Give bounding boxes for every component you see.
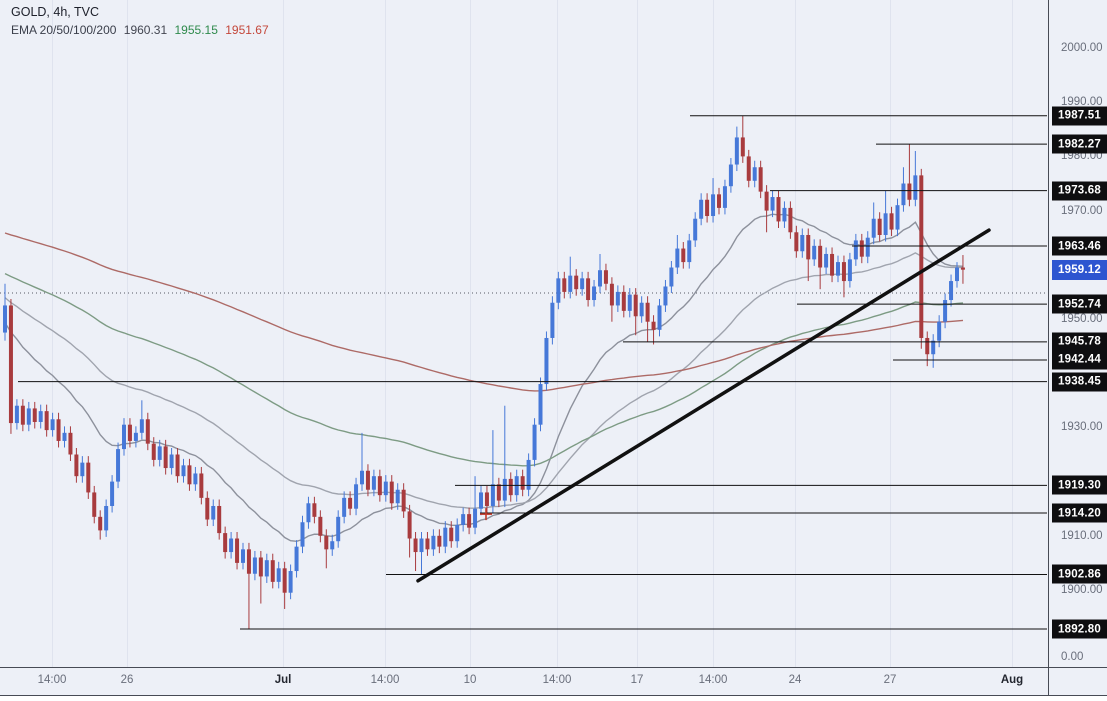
- price-tick-1970.00: 1970.00: [1061, 204, 1103, 217]
- price-tick-zero: 0.00: [1061, 651, 1084, 663]
- time-label-Aug: Aug: [1000, 674, 1024, 686]
- price-axis-separator: [1048, 0, 1049, 696]
- plot-area[interactable]: [0, 0, 1047, 667]
- time-label-17: 17: [630, 674, 644, 686]
- price-level-badge-1987.51: 1987.51: [1052, 106, 1107, 126]
- ema-value-2: 1955.15: [174, 23, 218, 37]
- price-level-badge-1942.44: 1942.44: [1052, 350, 1107, 370]
- price-tick-1990.00: 1990.00: [1061, 96, 1103, 109]
- symbol-title[interactable]: GOLD, 4h, TVC: [11, 5, 99, 19]
- time-label-24: 24: [788, 674, 802, 686]
- horizontal-level-lines[interactable]: [18, 115, 1047, 630]
- price-level-badge-1973.68: 1973.68: [1052, 181, 1107, 201]
- ema-indicator-legend[interactable]: EMA 20/50/100/200 1960.31 1955.15 1951.6…: [11, 22, 273, 39]
- ema-50-line: [4, 252, 964, 509]
- time-label-10: 10: [463, 674, 477, 686]
- time-label-14:00: 14:00: [370, 674, 400, 686]
- time-label-27: 27: [883, 674, 897, 686]
- ema-value-1: 1960.31: [123, 23, 168, 37]
- candles: [3, 115, 965, 630]
- price-level-badge-1902.86: 1902.86: [1052, 564, 1107, 584]
- time-axis-separator: [0, 667, 1107, 668]
- price-tick-1930.00: 1930.00: [1061, 421, 1103, 434]
- price-level-badge-1963.46: 1963.46: [1052, 236, 1107, 256]
- time-label-14:00: 14:00: [698, 674, 728, 686]
- ema-20-line: [4, 213, 964, 543]
- price-tick-1950.00: 1950.00: [1061, 313, 1103, 325]
- bottom-margin: [0, 696, 1107, 701]
- time-label-Jul: Jul: [274, 674, 292, 686]
- grid-lines: [52, 0, 1013, 667]
- price-tick-2000.00: 2000.00: [1061, 42, 1103, 54]
- time-label-14:00: 14:00: [37, 674, 67, 686]
- price-level-badge-1919.30: 1919.30: [1052, 475, 1107, 495]
- price-tick-1900.00: 1900.00: [1061, 584, 1103, 596]
- price-level-badge-1892.80: 1892.80: [1052, 619, 1107, 639]
- ema-100-line: [4, 272, 964, 467]
- price-level-badge-1914.20: 1914.20: [1052, 503, 1107, 523]
- price-level-badge-1938.45: 1938.45: [1052, 372, 1107, 392]
- ascending-trendline[interactable]: [416, 228, 991, 583]
- ema-indicator-name: EMA 20/50/100/200: [11, 23, 117, 37]
- time-label-26: 26: [120, 674, 134, 686]
- cross-marker[interactable]: [480, 508, 492, 521]
- time-axis-bottom-border: [0, 695, 1107, 696]
- price-level-badge-1945.78: 1945.78: [1052, 332, 1107, 352]
- ema-200-line: [4, 232, 964, 392]
- price-level-badge-1982.27: 1982.27: [1052, 134, 1107, 154]
- price-level-badge-1952.74: 1952.74: [1052, 294, 1107, 314]
- ema-value-3: 1951.67: [225, 23, 269, 37]
- current-price-badge: 1959.12: [1052, 259, 1107, 280]
- price-tick-1910.00: 1910.00: [1061, 529, 1103, 542]
- chart-legend: GOLD, 4h, TVC EMA 20/50/100/200 1960.31 …: [11, 4, 273, 39]
- time-label-14:00: 14:00: [542, 674, 572, 686]
